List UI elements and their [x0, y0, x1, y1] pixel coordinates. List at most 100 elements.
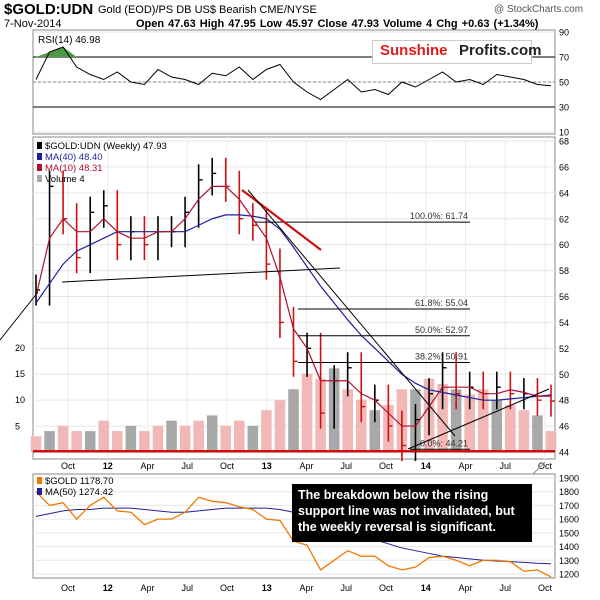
neckline — [61, 267, 341, 283]
x-tick-label: Apr — [140, 583, 154, 593]
price-tick-label: 48 — [559, 396, 569, 406]
legend-entry: MA(50) 1274.42 — [45, 487, 113, 498]
x-tick-label: 12 — [103, 461, 113, 471]
gold-tick-label: 1400 — [559, 542, 579, 552]
volume-bar — [491, 399, 503, 452]
brand-badge: Sunshine Profits.com — [372, 40, 542, 64]
red-trendline — [241, 189, 322, 251]
ma10-line — [35, 185, 552, 427]
x-tick-label: 13 — [262, 583, 272, 593]
trendlines — [0, 189, 555, 453]
volume-bar — [179, 425, 191, 452]
legend-swatch — [37, 164, 42, 171]
price-axis: 44 46 48 50 52 54 56 58 60 62 64 66 68 — [559, 137, 569, 458]
volume-tick-label: 20 — [15, 343, 25, 353]
volume-bar — [234, 420, 245, 452]
x-tick-label: Oct — [379, 583, 394, 593]
legend-entry: MA(40) 48.40 — [45, 152, 103, 163]
rising-support-line — [407, 388, 550, 450]
price-tick-label: 62 — [559, 214, 569, 224]
x-tick-label: 14 — [421, 583, 431, 593]
x-tick-label: Jul — [499, 461, 511, 471]
chart-description: Gold (EOD)/PS DB US$ Bearish CME/NYSE — [98, 4, 317, 16]
legend-swatch — [37, 488, 42, 495]
gold-tick-label: 1800 — [559, 487, 579, 497]
volume-bar — [518, 410, 530, 452]
x-tick-label: Oct — [379, 461, 394, 471]
price-tick-label: 60 — [559, 240, 569, 250]
annotation-note: The breakdown below the rising support l… — [292, 484, 532, 542]
price-tick-label: 64 — [559, 188, 569, 198]
x-tick-label: Jul — [340, 461, 352, 471]
volume-bar — [247, 425, 259, 452]
volume-tick-label: 15 — [15, 369, 25, 379]
volume-bar — [57, 425, 69, 452]
gold-tick-label: 1500 — [559, 528, 579, 538]
x-tick-label: Jul — [499, 583, 511, 593]
legend-swatch — [37, 477, 42, 484]
volume-bar — [355, 399, 367, 452]
ohlc-summary: Open 47.63 High 47.95 Low 45.97 Close 47… — [136, 18, 539, 30]
x-tick-label: Apr — [299, 583, 313, 593]
volume-bar — [505, 404, 516, 452]
volume-bar — [84, 431, 96, 452]
volume-bar — [125, 425, 137, 452]
brand-part1: Sunshine — [380, 42, 448, 59]
price-tick-label: 44 — [559, 448, 569, 458]
x-tick-label: Oct — [220, 583, 235, 593]
rsi-axis: 10 30 50 70 90 — [559, 28, 569, 138]
fib-level-label: 0.0%: 44.21 — [420, 438, 468, 448]
price-tick-label: 66 — [559, 162, 569, 172]
x-tick-label: 13 — [262, 461, 272, 471]
note-pointer — [532, 461, 546, 475]
volume-bar — [166, 420, 177, 452]
x-tick-label: Apr — [458, 461, 472, 471]
volume-bar — [545, 431, 557, 452]
legend-entry: $GOLD 1178.70 — [45, 476, 113, 487]
volume-bar — [532, 415, 543, 452]
price-tick-label: 46 — [559, 422, 569, 432]
volume-bar — [44, 431, 55, 452]
legend-entry: $GOLD:UDN (Weekly) 47.93 — [45, 141, 167, 152]
x-tick-label: Jul — [181, 583, 193, 593]
x-tick-label: Apr — [299, 461, 313, 471]
volume-bar — [30, 436, 42, 452]
price-tick-label: 56 — [559, 292, 569, 302]
gold-tick-label: 1300 — [559, 556, 579, 566]
fib-level-label: 38.2%: 50.91 — [415, 351, 468, 361]
price-tick-label: 54 — [559, 318, 569, 328]
gold-tick-label: 1600 — [559, 515, 579, 525]
x-tick-label: Oct — [220, 461, 235, 471]
legend-entry: Volume 4 — [45, 174, 85, 185]
price-tick-label: 58 — [559, 266, 569, 276]
x-tick-label: 12 — [103, 583, 113, 593]
rsi-tick-label: 50 — [559, 78, 569, 88]
volume-bar — [369, 410, 381, 452]
volume-bar — [261, 410, 272, 452]
volume-bar — [477, 389, 489, 452]
volume-bar — [193, 420, 204, 452]
gold-tick-label: 1700 — [559, 501, 579, 511]
price-tick-label: 52 — [559, 344, 569, 354]
x-tick-label: Apr — [458, 583, 472, 593]
volume-bar — [220, 425, 232, 452]
rsi-tick-label: 90 — [559, 28, 569, 38]
price-tick-label: 50 — [559, 370, 569, 380]
rsi-tick-label: 30 — [559, 103, 569, 113]
x-tick-label: Oct — [538, 583, 553, 593]
chart-credit: @ StockCharts.com — [494, 4, 584, 15]
volume-bar — [139, 431, 150, 452]
x-tick-label: 14 — [421, 461, 431, 471]
falling-trendline — [247, 189, 456, 437]
volume-bar — [71, 431, 82, 452]
rsi-tick-label: 10 — [559, 128, 569, 138]
rsi-overbought-fill — [36, 47, 77, 57]
volume-bar — [301, 373, 313, 452]
rsi-line — [35, 46, 552, 101]
chart-date: 7-Nov-2014 — [4, 18, 62, 30]
gold-tick-label: 1900 — [559, 474, 579, 484]
x-tick-label: Oct — [61, 461, 76, 471]
brand-part2: Profits.com — [459, 42, 542, 59]
